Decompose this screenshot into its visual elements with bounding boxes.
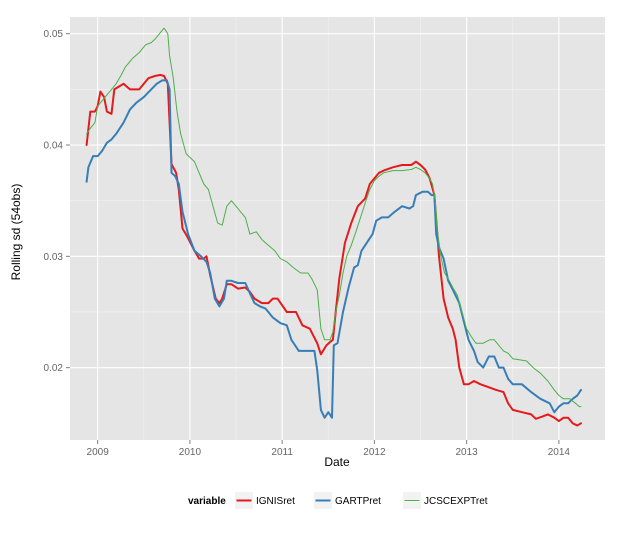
plot-panel (70, 17, 605, 440)
y-axis: 0.02 0.03 0.04 0.05 (44, 29, 70, 374)
x-tick-label: 2009 (87, 447, 110, 458)
legend-items: IGNISret GARTPret JCSCEXPTret (235, 492, 488, 509)
x-tick-label: 2013 (456, 447, 479, 458)
x-tick-label: 2011 (271, 447, 293, 458)
series-line-GARTPret (85, 79, 582, 419)
series-line-IGNISret (85, 73, 582, 427)
x-tick-label: 2012 (363, 447, 386, 458)
x-tick-label: 2014 (548, 447, 571, 458)
y-axis-title: Rolling sd (54obs) (9, 184, 23, 281)
legend: variable IGNISret GARTPret JCSCEXPTret (188, 492, 488, 509)
legend-label: GARTPret (335, 496, 381, 507)
y-tick-label: 0.02 (44, 363, 64, 374)
legend-label: JCSCEXPTret (424, 496, 488, 507)
y-tick-label: 0.05 (44, 29, 64, 40)
x-axis: 2009 2010 2011 2012 2013 2014 (87, 440, 571, 458)
x-tick-label: 2010 (179, 447, 202, 458)
y-tick-label: 0.04 (44, 141, 64, 152)
legend-label: IGNISret (256, 496, 295, 507)
legend-title: variable (188, 496, 226, 507)
series-lines (85, 27, 582, 427)
minor-gridlines (70, 17, 605, 440)
x-axis-title: Date (324, 455, 350, 469)
y-tick-label: 0.03 (44, 252, 64, 263)
series-line-JCSCEXPTret (86, 27, 582, 408)
